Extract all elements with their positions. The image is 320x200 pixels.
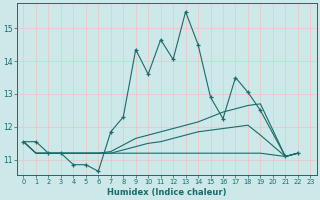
X-axis label: Humidex (Indice chaleur): Humidex (Indice chaleur) <box>107 188 227 197</box>
